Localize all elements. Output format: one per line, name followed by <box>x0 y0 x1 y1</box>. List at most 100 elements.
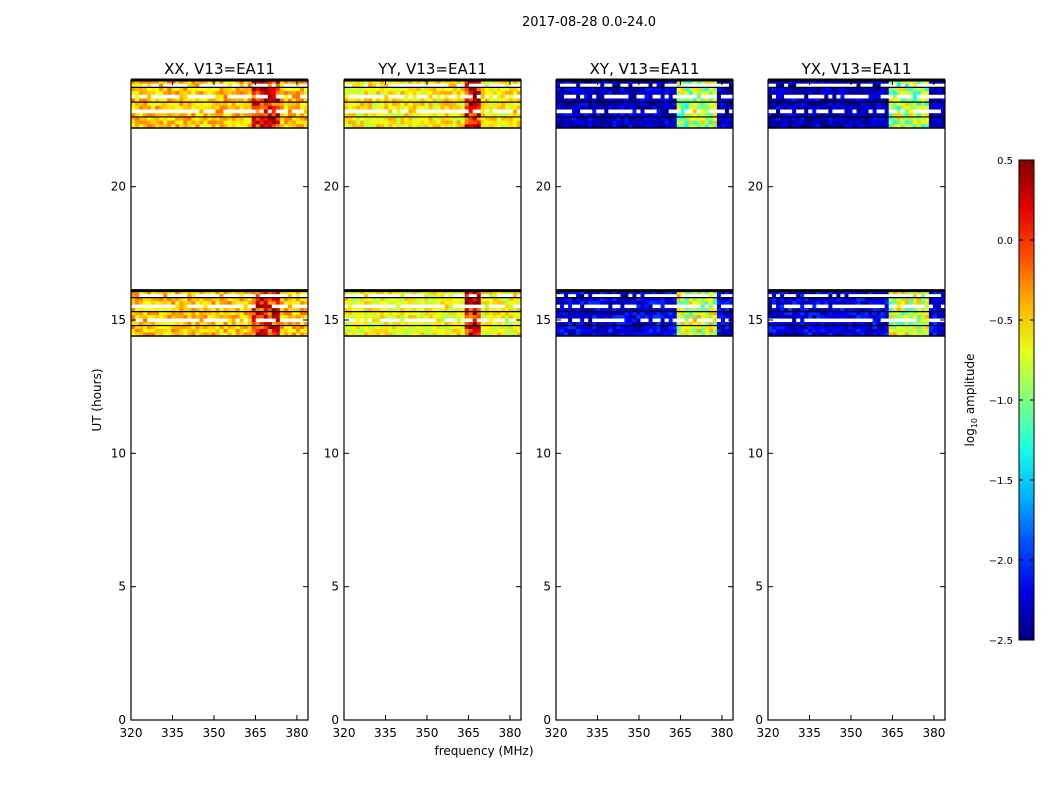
heatmap-cell <box>275 290 281 295</box>
heatmap-cell <box>388 294 393 299</box>
heatmap-cell <box>672 98 678 103</box>
heatmap-cell <box>400 322 405 326</box>
heatmap-cell <box>872 315 878 319</box>
heatmap-cell <box>904 297 910 302</box>
heatmap-cell <box>860 94 865 99</box>
heatmap-cell <box>207 98 212 103</box>
heatmap-cell <box>432 80 437 85</box>
heatmap-cell <box>868 297 873 302</box>
heatmap-cell <box>696 105 702 110</box>
heatmap-cell <box>247 301 253 306</box>
heatmap-cell <box>279 322 285 326</box>
heatmap-cell <box>928 83 934 88</box>
heatmap-cell <box>279 98 285 103</box>
heatmap-cell <box>364 329 369 333</box>
heatmap-cell <box>652 87 657 92</box>
heatmap-cell <box>720 294 726 299</box>
heatmap-cell <box>808 83 813 88</box>
heatmap-cell <box>580 94 585 99</box>
heatmap-cell <box>912 91 918 96</box>
heatmap-cell <box>203 325 208 330</box>
heatmap-cell <box>135 120 140 125</box>
heatmap-cell <box>271 311 277 316</box>
heatmap-cell <box>608 290 613 295</box>
heatmap-cell <box>636 332 641 337</box>
heatmap-cell <box>904 109 910 114</box>
heatmap-cell <box>848 120 853 125</box>
heatmap-cell <box>924 311 930 316</box>
heatmap-cell <box>255 120 261 125</box>
heatmap-cell <box>235 297 241 302</box>
heatmap-cell <box>247 322 253 326</box>
heatmap-cell <box>616 105 621 110</box>
heatmap-cell <box>227 332 232 337</box>
heatmap-cell <box>672 308 678 312</box>
heatmap-cell <box>768 315 773 319</box>
heatmap-cell <box>848 105 853 110</box>
heatmap-cell <box>620 98 625 103</box>
heatmap-cell <box>688 318 694 323</box>
heatmap-cell <box>255 83 261 88</box>
heatmap-cell <box>700 304 706 309</box>
heatmap-cell <box>640 87 645 92</box>
heatmap-cell <box>424 294 429 299</box>
heatmap-cell <box>428 325 433 330</box>
heatmap-cell <box>852 80 857 85</box>
heatmap-cell <box>448 98 454 103</box>
heatmap-cell <box>151 315 156 319</box>
heatmap-cell <box>131 308 136 312</box>
heatmap-cell <box>247 80 253 85</box>
heatmap-cell <box>480 294 486 299</box>
heatmap-cell <box>227 308 232 312</box>
heatmap-cell <box>624 311 629 316</box>
heatmap-cell <box>636 116 641 122</box>
heatmap-cell <box>448 83 454 88</box>
heatmap-cell <box>644 98 649 103</box>
heatmap-cell <box>572 105 577 110</box>
heatmap-cell <box>612 109 617 114</box>
heatmap-cell <box>896 290 902 295</box>
heatmap-cell <box>864 322 869 326</box>
heatmap-cell <box>896 315 902 319</box>
heatmap-cell <box>484 87 490 92</box>
heatmap-cell <box>171 318 176 323</box>
heatmap-cell <box>716 109 722 114</box>
heatmap-cell <box>207 325 212 330</box>
heatmap-cell <box>460 304 466 309</box>
heatmap-cell <box>255 308 261 312</box>
heatmap-cell <box>624 91 629 96</box>
heatmap-cell <box>267 304 273 309</box>
heatmap-cell <box>664 109 670 114</box>
heatmap-cell <box>856 304 861 309</box>
heatmap-cell <box>816 325 821 330</box>
heatmap-cell <box>247 109 253 114</box>
heatmap-cell <box>444 301 449 306</box>
heatmap-cell <box>251 120 257 125</box>
heatmap-cell <box>444 311 449 316</box>
heatmap-cell <box>464 87 470 92</box>
heatmap-cell <box>708 311 714 316</box>
heatmap-cell <box>804 80 809 85</box>
heatmap-cell <box>840 105 845 110</box>
heatmap-cell <box>876 98 882 103</box>
heatmap-cell <box>700 80 706 85</box>
heatmap-cell <box>468 87 474 92</box>
heatmap-cell <box>247 120 253 125</box>
heatmap-cell <box>231 113 236 118</box>
heatmap-cell <box>724 329 730 333</box>
heatmap-cell <box>380 290 385 295</box>
heatmap-cell <box>612 329 617 333</box>
heatmap-cell <box>151 87 156 92</box>
heatmap-cell <box>143 315 148 319</box>
heatmap-cell <box>556 332 561 337</box>
heatmap-cell <box>480 91 486 96</box>
heatmap-cell <box>884 80 890 85</box>
heatmap-cell <box>440 329 445 333</box>
heatmap-cell <box>832 294 837 299</box>
heatmap-cell <box>500 120 506 125</box>
heatmap-cell <box>676 322 682 326</box>
heatmap-cell <box>892 311 898 316</box>
heatmap-cell <box>716 94 722 99</box>
heatmap-cell <box>576 294 581 299</box>
heatmap-cell <box>560 297 565 302</box>
